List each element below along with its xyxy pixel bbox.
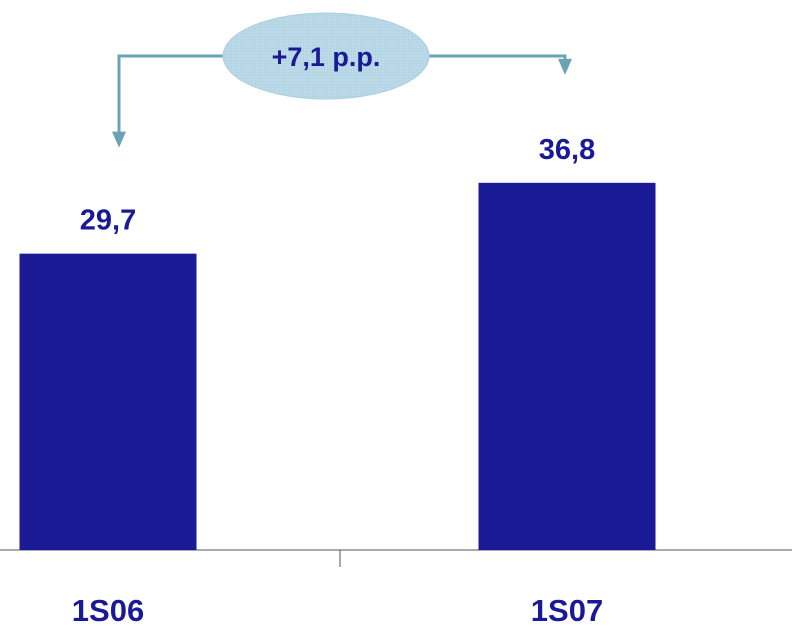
annotation-arrowhead-right — [558, 58, 572, 75]
value-label-1s06: 29,7 — [80, 205, 136, 237]
annotation-arrowhead-left — [112, 131, 126, 148]
category-label-1s07: 1S07 — [531, 593, 603, 628]
bar-1s06 — [19, 253, 197, 550]
annotation-arrow-left — [117, 54, 224, 134]
annotation-bubble — [222, 12, 430, 100]
value-label-1s07: 36,8 — [539, 134, 595, 166]
annotation-text: +7,1 p.p. — [272, 42, 381, 72]
category-label-1s06: 1S06 — [72, 593, 144, 628]
bar-1s07 — [478, 182, 656, 550]
annotation-arrow-right — [428, 54, 567, 61]
